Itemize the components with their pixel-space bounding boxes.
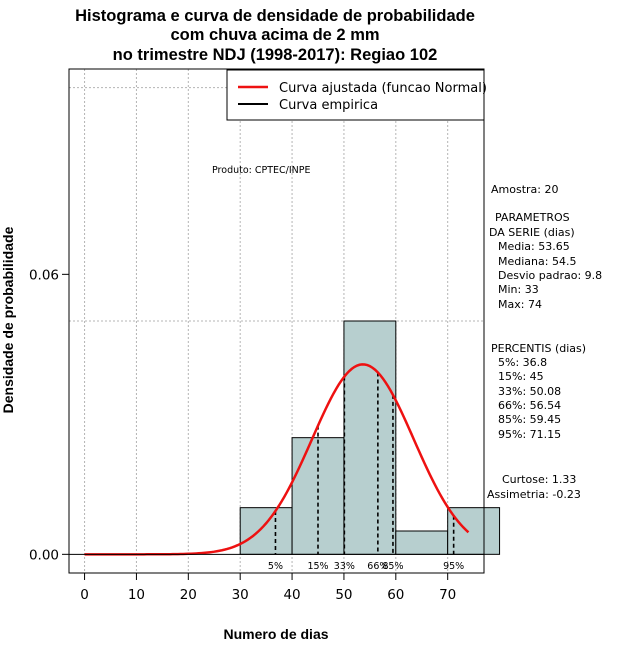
x-tick-label: 30 (232, 587, 249, 603)
chart-title-line-2: com chuva acima de 2 mm (170, 26, 379, 44)
percentile-label: 15% (307, 561, 328, 572)
percentile-labels: 5% 15% 33% 66%85% 95% (268, 561, 464, 572)
y-axis: 0.00 0.06 (29, 267, 484, 563)
grid-lines (69, 69, 484, 573)
x-axis-title: Numero de dias (223, 626, 328, 642)
stat-p66: 66%: 56.54 (498, 399, 561, 412)
histogram-bars (239, 320, 501, 555)
stat-min: Min: 33 (498, 283, 539, 296)
plot-frame (68, 68, 485, 574)
stat-percentis-title: PERCENTIS (dias) (491, 342, 586, 355)
stat-media: Media: 53.65 (498, 240, 570, 253)
y-tick-label: 0.00 (29, 547, 59, 563)
x-axis: 0 10 20 30 40 50 60 70 (80, 573, 456, 603)
histogram-bar (395, 530, 449, 555)
x-tick-label: 50 (335, 587, 352, 603)
histogram-bar (239, 507, 293, 555)
x-tick-label: 10 (128, 587, 145, 603)
stat-assimetria: Assimetria: -0.23 (487, 488, 581, 501)
percentile-lines (274, 372, 455, 555)
stat-amostra: Amostra: 20 (491, 183, 558, 196)
stat-curtose: Curtose: 1.33 (502, 473, 576, 486)
stats-panel: Amostra: 20 PARAMETROS DA SERIE (dias) M… (487, 183, 602, 501)
x-tick-label: 0 (80, 587, 89, 603)
stat-max: Max: 74 (498, 298, 542, 311)
product-annotation: Produto: CPTEC/INPE (212, 165, 311, 176)
histogram-bar (343, 320, 397, 555)
x-tick-label: 40 (283, 587, 300, 603)
percentile-label: 85% (382, 561, 403, 572)
chart-title-line-3: no trimestre NDJ (1998-2017): Regiao 102 (113, 46, 438, 64)
x-tick-label: 70 (439, 587, 456, 603)
stat-desvio: Desvio padrao: 9.8 (498, 269, 602, 282)
percentile-label: 66% (367, 561, 388, 572)
x-tick-label: 60 (387, 587, 404, 603)
stat-param-title-1: PARAMETROS (495, 211, 570, 224)
stat-p85: 85%: 59.45 (498, 413, 561, 426)
x-tick-label: 20 (180, 587, 197, 603)
y-tick-label: 0.06 (29, 267, 59, 283)
legend: Curva ajustada (funcao Normal) Curva emp… (226, 69, 487, 121)
chart-title-line-1: Histograma e curva de densidade de proba… (75, 7, 475, 25)
stat-p15: 15%: 45 (498, 370, 544, 383)
legend-box (226, 69, 485, 121)
stat-mediana: Mediana: 54.5 (498, 255, 576, 268)
stat-p33: 33%: 50.08 (498, 385, 561, 398)
percentile-label: 33% (334, 561, 355, 572)
percentile-label: 95% (443, 561, 464, 572)
stat-p95: 95%: 71.15 (498, 428, 561, 441)
histogram-bar (447, 507, 501, 555)
percentile-label: 5% (268, 561, 283, 572)
legend-fitted-label: Curva ajustada (funcao Normal) (279, 81, 487, 96)
stat-param-title-2: DA SERIE (dias) (489, 226, 575, 239)
y-axis-title: Densidade de probabilidade (0, 226, 16, 413)
legend-empirical-label: Curva empirica (279, 98, 378, 113)
stat-p5: 5%: 36.8 (498, 356, 547, 369)
